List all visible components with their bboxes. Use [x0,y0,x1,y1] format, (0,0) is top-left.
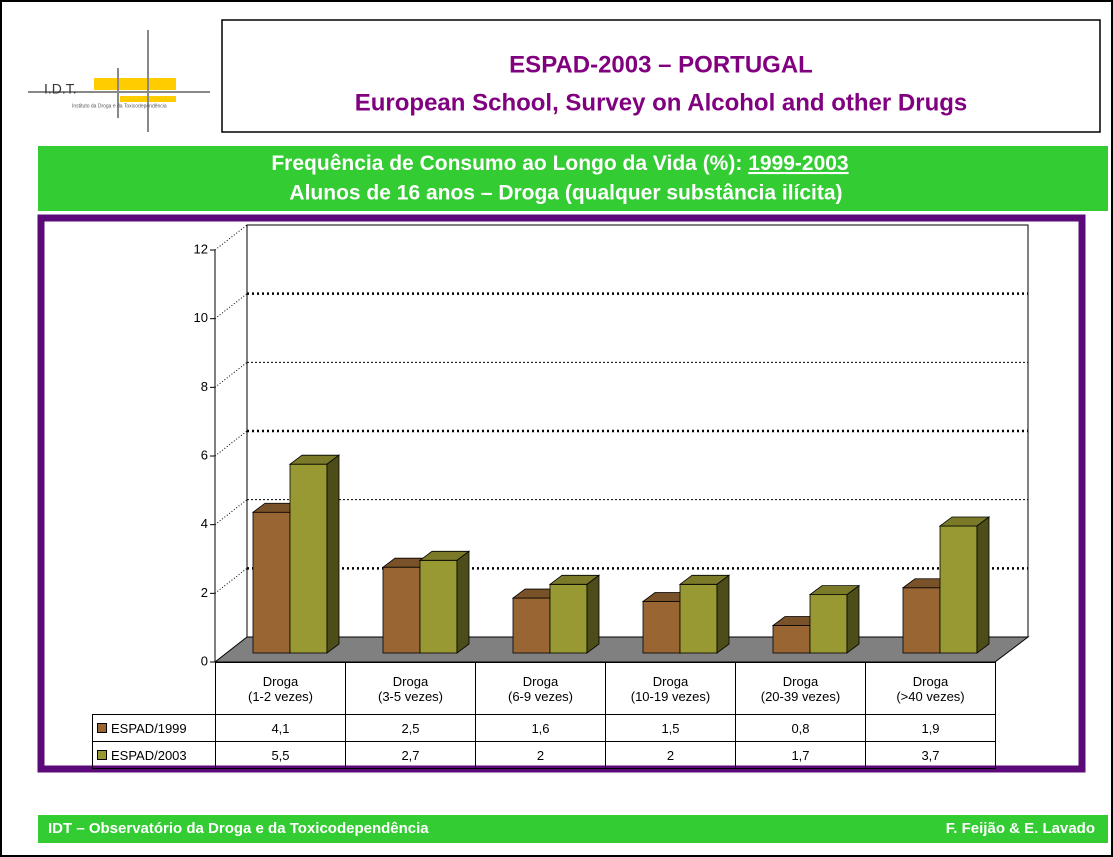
value-label: 3,7 [865,741,996,769]
logo-name: Instituto da Droga e da Toxicodependênci… [72,103,167,109]
category-label: Droga (>40 vezes) [865,662,996,715]
category-label: Droga (1-2 vezes) [215,662,346,715]
bar [549,583,588,654]
logo-bar [94,78,176,90]
subtitle-text: Frequência de Consumo ao Longo da Vida (… [271,152,748,175]
value-label: 0,8 [735,714,866,742]
title: ESPAD-2003 – PORTUGAL [509,51,813,78]
bar [419,559,458,654]
y-tick-label: 12 [194,241,208,256]
subtitle-period: 1999-2003 [748,152,848,175]
bar [289,463,328,654]
grid-diagonal [214,224,248,251]
bar-side [456,550,470,654]
category-label: Droga (6-9 vezes) [475,662,606,715]
bar [252,511,291,654]
value-label: 1,6 [475,714,606,742]
legend-swatch [97,750,107,760]
value-label: 2 [475,741,606,769]
legend-swatch [97,723,107,733]
grid-diagonal [214,499,248,526]
category-label: Droga (3-5 vezes) [345,662,476,715]
bar [382,566,421,654]
grid-diagonal [214,567,248,594]
bar [902,587,941,654]
y-tick-label: 8 [201,379,208,394]
y-tick-label: 6 [201,447,208,462]
y-tick-label: 4 [201,516,208,531]
footer-left: IDT – Observatório da Droga e da Toxicod… [48,820,429,837]
subtitle: Frequência de Consumo ao Longo da Vida (… [271,152,848,175]
title: European School, Survey on Alcohol and o… [355,89,968,116]
bar-side [716,574,730,654]
grid-diagonal [214,293,248,320]
legend-label: ESPAD/2003 [111,747,187,763]
value-label: 1,7 [735,741,866,769]
bar-side [586,574,600,654]
bar [512,597,551,654]
y-tick-label: 10 [194,310,208,325]
y-tick-label: 2 [201,585,208,600]
bar [642,601,681,654]
title-box [221,19,1101,133]
legend-entry: ESPAD/1999 [92,714,216,742]
y-tick-label: 0 [201,653,208,668]
bar-side [976,516,990,654]
bar-side [326,454,340,654]
bar [809,594,848,654]
category-label: Droga (10-19 vezes) [605,662,736,715]
grid-diagonal [214,430,248,457]
footer-right: F. Feijão & E. Lavado [946,820,1095,837]
bar [772,625,811,654]
logo-acronym: I.D.T. [44,81,77,97]
value-label: 1,5 [605,714,736,742]
value-label: 4,1 [215,714,346,742]
subtitle: Alunos de 16 anos – Droga (qualquer subs… [289,182,842,205]
legend-label: ESPAD/1999 [111,720,187,736]
category-label: Droga (20-39 vezes) [735,662,866,715]
value-label: 1,9 [865,714,996,742]
value-label: 2,7 [345,741,476,769]
value-label: 2 [605,741,736,769]
bar [939,525,978,654]
banner [38,146,1108,211]
value-label: 5,5 [215,741,346,769]
bar-side [846,584,860,654]
footer-bar [38,815,1108,843]
value-label: 2,5 [345,714,476,742]
grid-diagonal [214,361,248,388]
legend-entry: ESPAD/2003 [92,741,216,769]
bar [679,583,718,654]
